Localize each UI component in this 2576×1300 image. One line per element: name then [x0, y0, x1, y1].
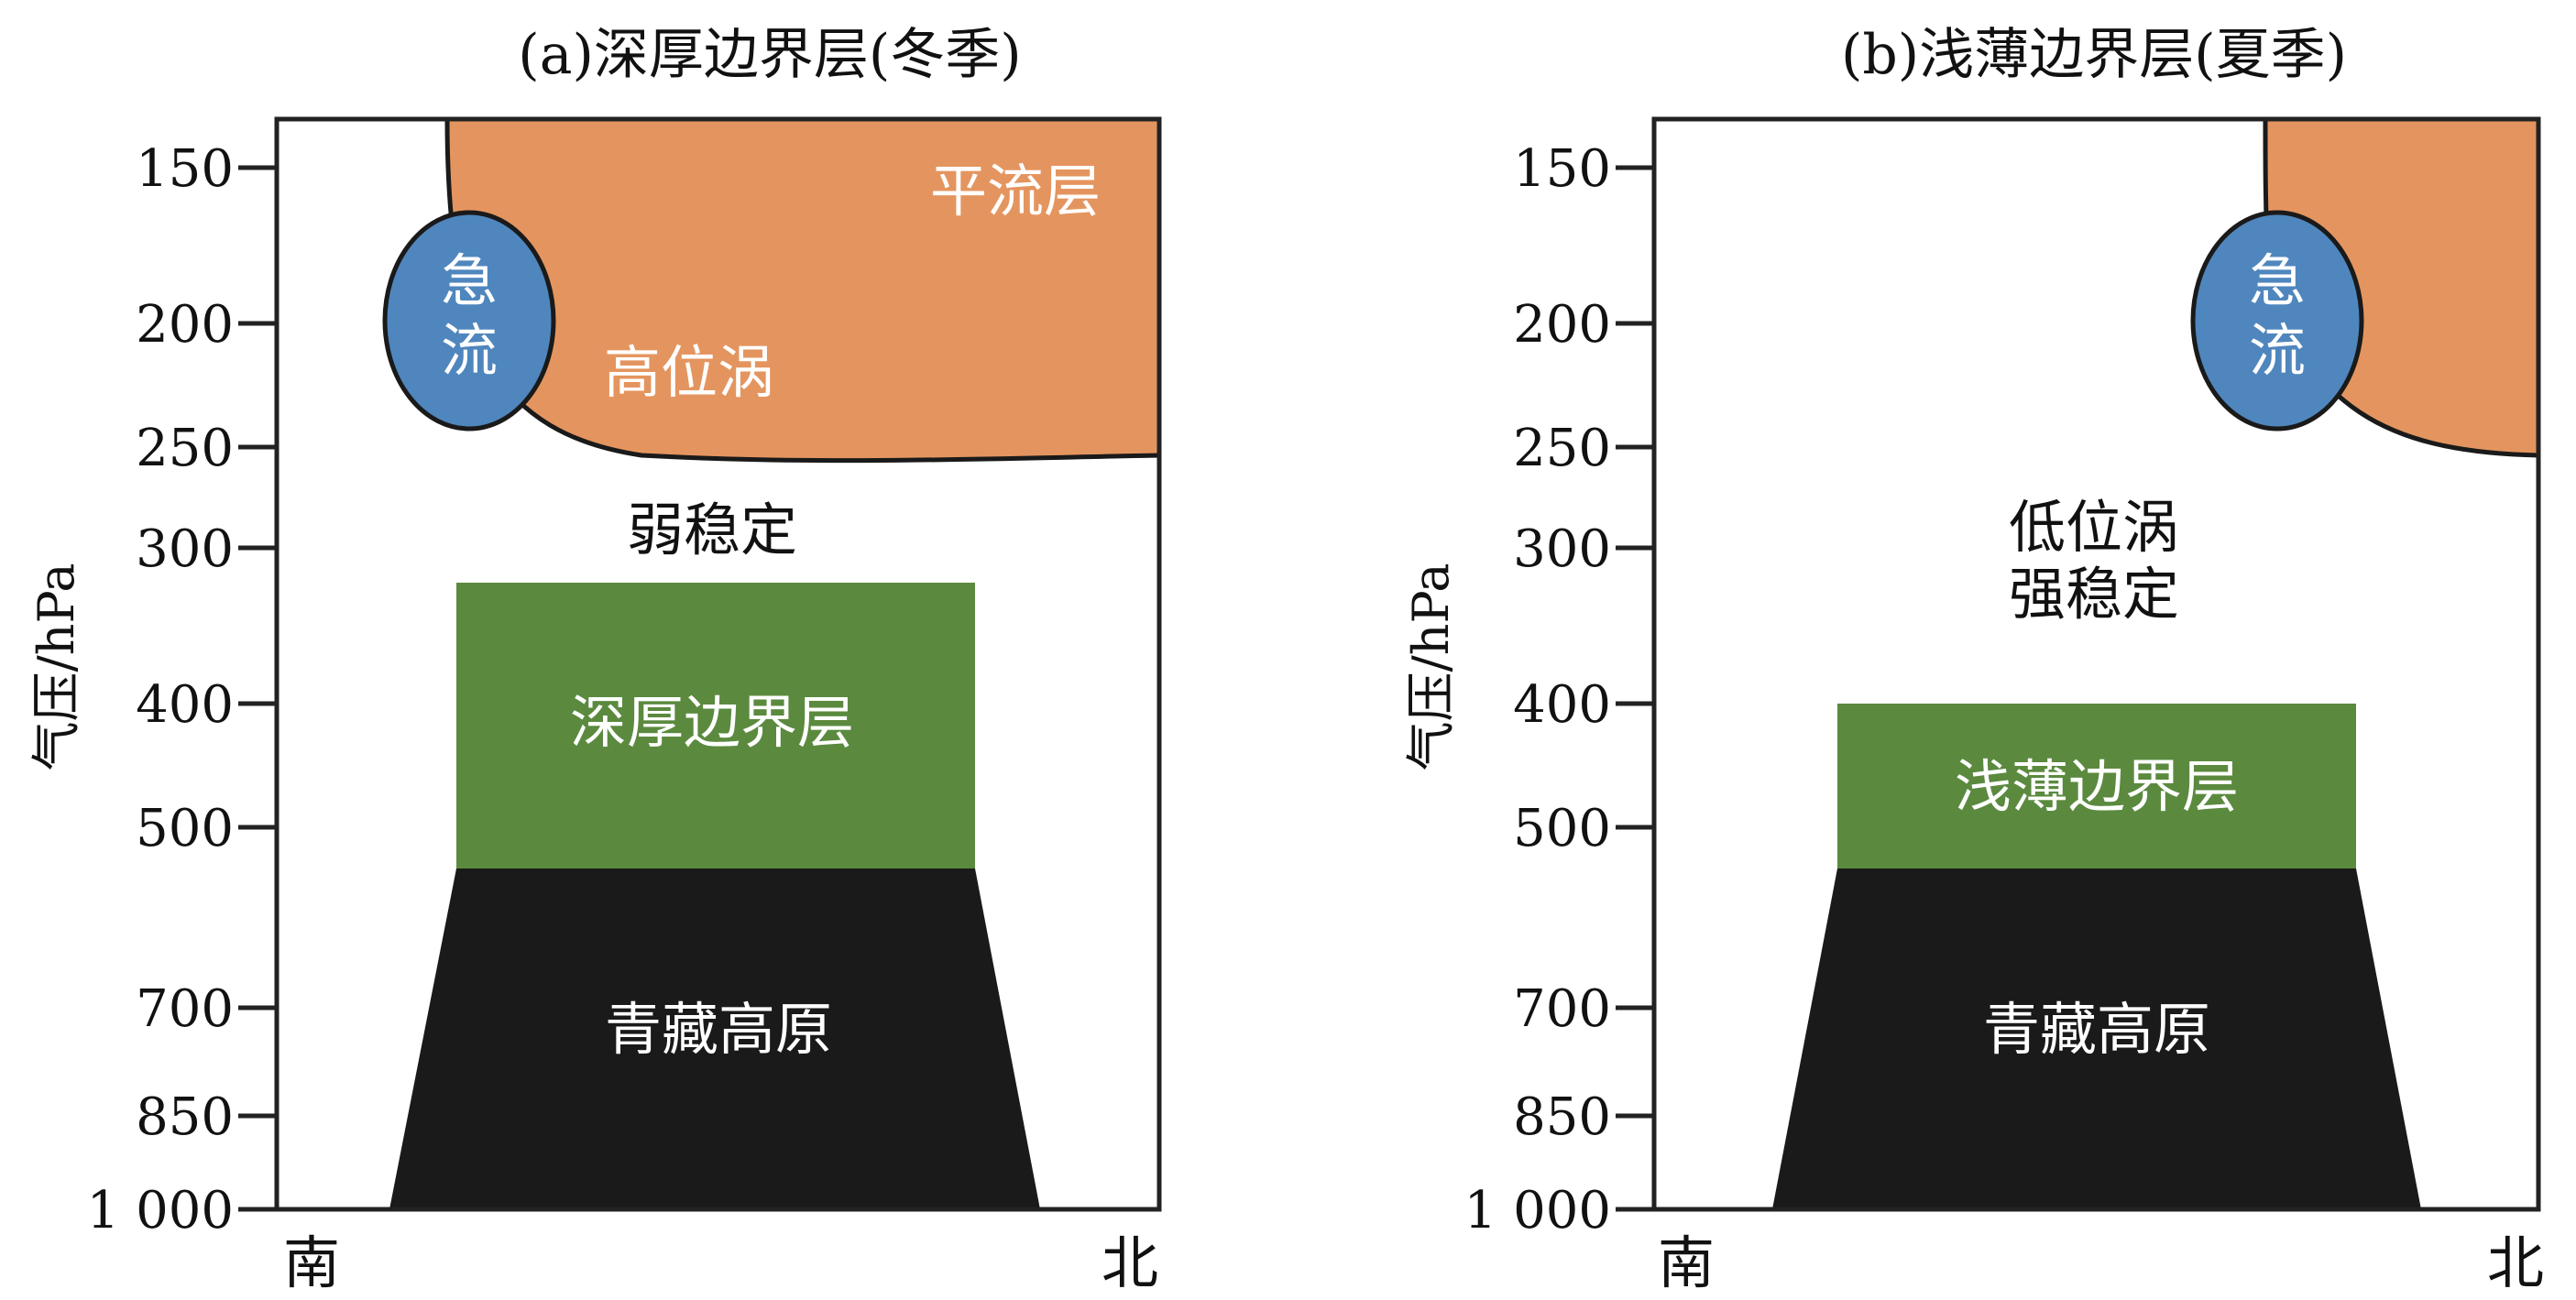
panel-b-plateau — [1772, 868, 2421, 1209]
panel-b-south-label: 南 — [1658, 1229, 1715, 1296]
panel-a-ytick-700: 700 — [136, 979, 234, 1039]
panel-a: (a)深厚边界层(冬季) 150 200 250 300 400 500 700 — [27, 23, 1162, 1296]
panel-b-north-label: 北 — [2487, 1229, 2544, 1296]
panel-b-boundary-layer-label: 浅薄边界层 — [1955, 753, 2239, 820]
panel-a-south-label: 南 — [283, 1229, 340, 1296]
panel-a-boundary-layer — [456, 583, 975, 868]
panel-b: (b)浅薄边界层(夏季) 150 200 250 300 400 500 700 — [1402, 23, 2544, 1296]
panel-b-jet-stream — [2190, 210, 2364, 432]
panel-b-y-axis — [1616, 165, 1654, 1212]
panel-b-ytick-300: 300 — [1513, 519, 1611, 579]
panel-a-y-axis — [238, 165, 277, 1212]
panel-b-plateau-label: 青藏高原 — [1983, 996, 2210, 1063]
panel-a-jet-label-2: 流 — [441, 317, 498, 384]
panel-b-ytick-200: 200 — [1513, 295, 1611, 355]
panel-a-ytick-200: 200 — [136, 295, 234, 355]
panel-a-ytick-850: 850 — [136, 1087, 234, 1147]
panel-a-north-label: 北 — [1102, 1229, 1158, 1296]
panel-a-ytick-250: 250 — [136, 419, 234, 478]
panel-b-ytick-700: 700 — [1513, 979, 1611, 1039]
panel-b-stability-label: 强稳定 — [2009, 561, 2179, 628]
panel-b-boundary-layer — [1837, 704, 2356, 868]
panel-b-y-axis-label: 气压/hPa — [1402, 563, 1460, 770]
panel-b-jet-label-2: 流 — [2249, 317, 2306, 384]
panel-b-frame — [1651, 116, 2541, 1212]
panel-b-title: (b)浅薄边界层(夏季) — [1841, 23, 2347, 87]
panel-a-jet-label-1: 急 — [441, 247, 498, 314]
panel-a-ytick-500: 500 — [136, 799, 234, 858]
panel-a-frame — [274, 116, 1162, 1212]
panel-b-ytick-150: 150 — [1513, 139, 1611, 199]
panel-a-ytick-300: 300 — [136, 519, 234, 579]
panel-a-jet-stream — [382, 210, 556, 432]
panel-a-plateau — [389, 868, 1040, 1209]
panel-a-stability-label: 弱稳定 — [627, 497, 797, 563]
panel-a-boundary-layer-label: 深厚边界层 — [570, 689, 854, 756]
panel-b-ytick-500: 500 — [1513, 799, 1611, 858]
panel-a-vortex-label: 高位涡 — [604, 339, 774, 406]
panel-a-ytick-1000: 1 000 — [87, 1181, 234, 1240]
panel-b-vortex-label: 低位涡 — [2009, 494, 2179, 561]
panel-a-title: (a)深厚边界层(冬季) — [518, 23, 1021, 87]
panel-b-ytick-400: 400 — [1513, 675, 1611, 735]
panel-b-ytick-850: 850 — [1513, 1087, 1611, 1147]
panel-a-plateau-label: 青藏高原 — [605, 996, 832, 1063]
panel-b-jet-label-1: 急 — [2249, 247, 2306, 314]
panel-a-ytick-150: 150 — [136, 139, 234, 199]
panel-a-ytick-400: 400 — [136, 675, 234, 735]
panel-b-ytick-1000: 1 000 — [1464, 1181, 1611, 1240]
panel-a-stratosphere-label: 平流层 — [930, 158, 1101, 224]
panel-b-ytick-250: 250 — [1513, 419, 1611, 478]
panel-a-y-axis-label: 气压/hPa — [27, 563, 85, 770]
